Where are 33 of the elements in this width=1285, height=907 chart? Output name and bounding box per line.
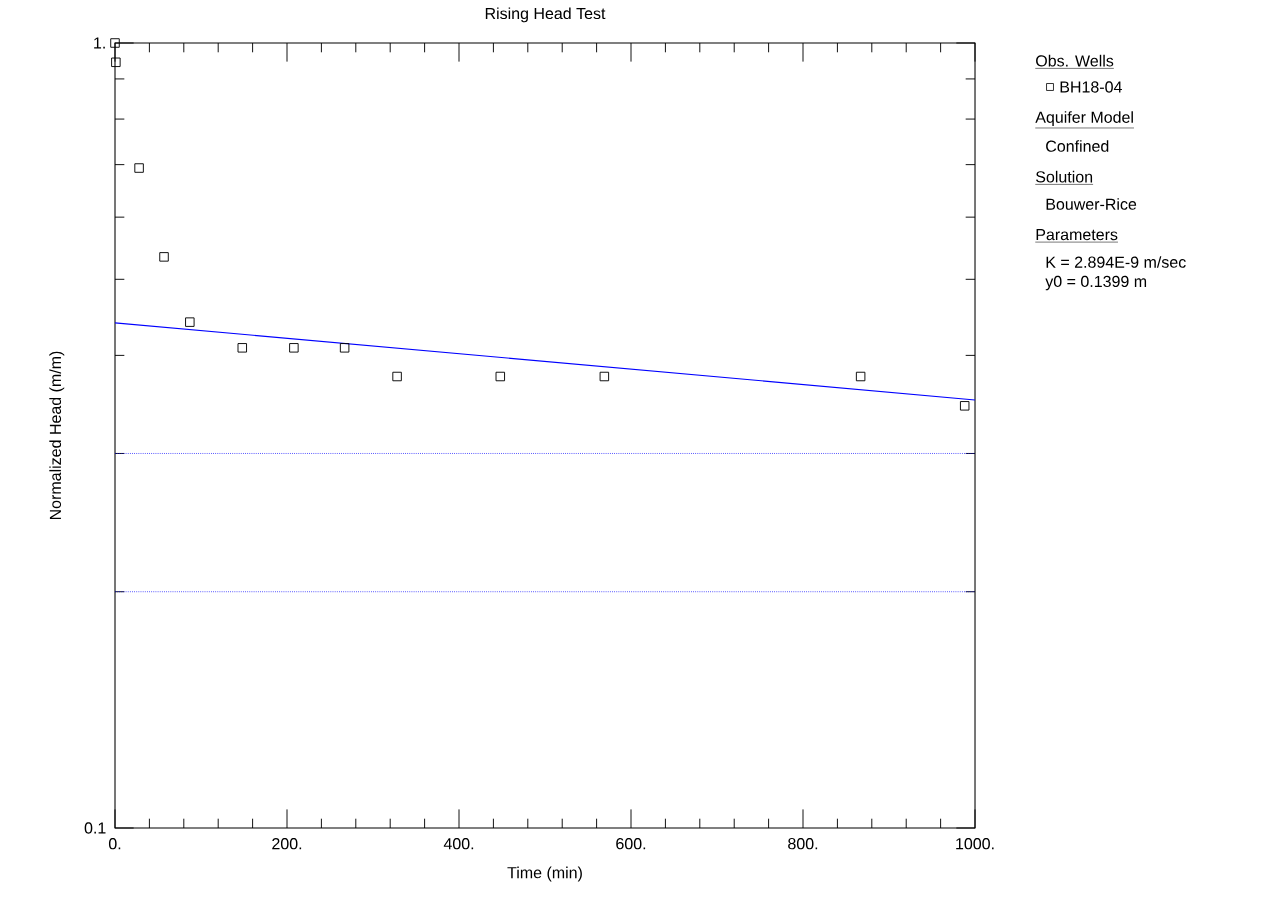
point [339, 343, 350, 353]
point [134, 163, 144, 173]
text: K = 2.894E-9 m/sec [1046, 256, 1186, 268]
point [392, 371, 402, 382]
x-tick-label: 800. [788, 838, 818, 850]
point [495, 371, 506, 382]
point [237, 343, 248, 353]
text: Bouwer-Rice [1046, 198, 1137, 210]
y-axis-title: Normalized Head (m/m) [49, 351, 65, 520]
y-tick-label: 0.1 [84, 822, 106, 834]
point [185, 317, 195, 327]
x-tick-label: 200. [272, 838, 302, 850]
x-axis-title: Time (min) [507, 866, 582, 882]
point [599, 371, 610, 382]
y-tick-label: 1. [94, 37, 105, 49]
text: Parameters [1036, 229, 1118, 241]
text: y0 = 0.1399 m [1045, 275, 1147, 291]
text: Confined [1046, 140, 1109, 152]
point [159, 252, 169, 262]
point [289, 343, 299, 353]
legend-label: BH18-04 [1060, 81, 1122, 93]
chart-title: Rising Head Test [485, 7, 606, 23]
point [110, 38, 120, 48]
x-tick-label: 0. [108, 838, 121, 850]
point [959, 401, 970, 411]
text: Aquifer Model [1035, 111, 1133, 127]
point [111, 57, 121, 68]
legend-title: Obs. Wells [1036, 54, 1114, 67]
x-tick-label: 400. [443, 838, 474, 850]
text: Solution [1036, 170, 1093, 183]
point [855, 371, 866, 382]
x-tick-label: 600. [616, 838, 646, 850]
x-tick-label: 1000. [956, 838, 994, 850]
